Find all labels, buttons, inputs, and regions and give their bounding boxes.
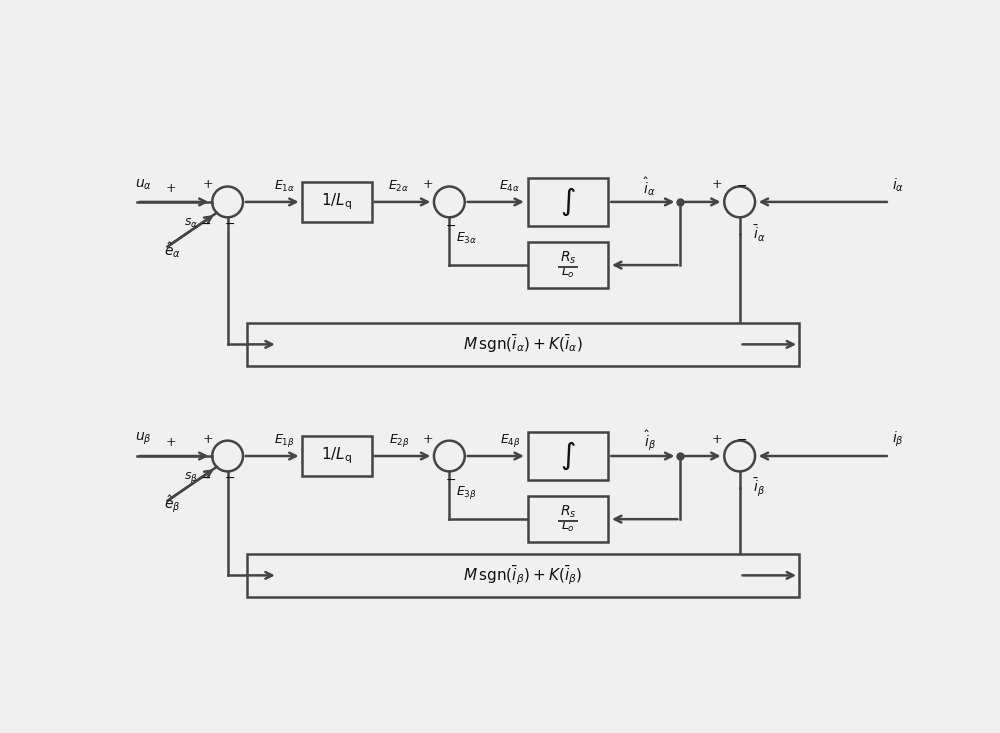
Text: $\bar{i}_{\alpha}$: $\bar{i}_{\alpha}$ [753, 224, 765, 244]
Text: $\int$: $\int$ [560, 440, 576, 472]
Text: $1/L_{\rm q}$: $1/L_{\rm q}$ [321, 446, 353, 466]
FancyBboxPatch shape [528, 178, 608, 226]
Text: $-$: $-$ [445, 218, 456, 232]
Text: $u_{\beta}$: $u_{\beta}$ [135, 431, 152, 447]
Text: +: + [203, 432, 214, 446]
Text: +: + [711, 432, 722, 446]
Text: $L_o$: $L_o$ [561, 519, 575, 534]
Text: $-$: $-$ [224, 217, 235, 230]
Text: $-$: $-$ [200, 217, 212, 230]
Text: $L_o$: $L_o$ [561, 265, 575, 280]
FancyBboxPatch shape [528, 432, 608, 480]
FancyBboxPatch shape [302, 436, 372, 476]
Text: $1/L_{\rm q}$: $1/L_{\rm q}$ [321, 191, 353, 213]
Text: $\hat{i}_{\alpha}$: $\hat{i}_{\alpha}$ [643, 175, 656, 198]
Text: $s_{\beta}$: $s_{\beta}$ [184, 470, 198, 485]
Text: $E_{1\alpha}$: $E_{1\alpha}$ [274, 179, 295, 194]
Text: $\int$: $\int$ [560, 185, 576, 218]
Text: +: + [166, 182, 177, 194]
Text: $-$: $-$ [736, 432, 747, 446]
Text: +: + [422, 432, 433, 446]
FancyBboxPatch shape [528, 242, 608, 288]
Text: $u_{\alpha}$: $u_{\alpha}$ [135, 178, 152, 192]
Text: +: + [711, 178, 722, 191]
Text: $i_{\beta}$: $i_{\beta}$ [892, 430, 904, 449]
Text: $i_{\alpha}$: $i_{\alpha}$ [892, 176, 904, 194]
Text: $R_s$: $R_s$ [560, 249, 576, 265]
Text: $-$: $-$ [200, 471, 212, 484]
FancyBboxPatch shape [247, 323, 799, 366]
Text: $E_{2\alpha}$: $E_{2\alpha}$ [388, 179, 409, 194]
Text: $\hat{e}_{\alpha}$: $\hat{e}_{\alpha}$ [164, 240, 181, 260]
Text: +: + [422, 178, 433, 191]
Text: $R_s$: $R_s$ [560, 504, 576, 520]
Text: $E_{3\beta}$: $E_{3\beta}$ [456, 485, 477, 501]
Text: $\hat{i}_{\beta}$: $\hat{i}_{\beta}$ [644, 428, 656, 453]
Text: $E_{4\alpha}$: $E_{4\alpha}$ [499, 179, 521, 194]
Text: $s_{\alpha}$: $s_{\alpha}$ [184, 217, 199, 230]
Text: $-$: $-$ [445, 473, 456, 486]
Text: $E_{4\beta}$: $E_{4\beta}$ [500, 432, 520, 449]
Text: $-$: $-$ [224, 471, 235, 484]
Text: $\hat{e}_{\beta}$: $\hat{e}_{\beta}$ [164, 494, 181, 515]
FancyBboxPatch shape [528, 496, 608, 542]
FancyBboxPatch shape [247, 554, 799, 597]
Text: $E_{3\alpha}$: $E_{3\alpha}$ [456, 232, 477, 246]
Text: $E_{2\beta}$: $E_{2\beta}$ [389, 432, 409, 449]
Text: +: + [203, 178, 214, 191]
Text: +: + [166, 435, 177, 449]
Text: $-$: $-$ [736, 178, 747, 191]
Text: $M\,\mathrm{sgn}(\bar{i}_{\alpha})+K(\bar{i}_{\alpha})$: $M\,\mathrm{sgn}(\bar{i}_{\alpha})+K(\ba… [463, 334, 583, 356]
Text: $E_{1\beta}$: $E_{1\beta}$ [274, 432, 295, 449]
Text: $M\,\mathrm{sgn}(\bar{i}_{\beta})+K(\bar{i}_{\beta})$: $M\,\mathrm{sgn}(\bar{i}_{\beta})+K(\bar… [463, 564, 583, 587]
Text: $\bar{i}_{\beta}$: $\bar{i}_{\beta}$ [753, 477, 765, 499]
FancyBboxPatch shape [302, 182, 372, 222]
